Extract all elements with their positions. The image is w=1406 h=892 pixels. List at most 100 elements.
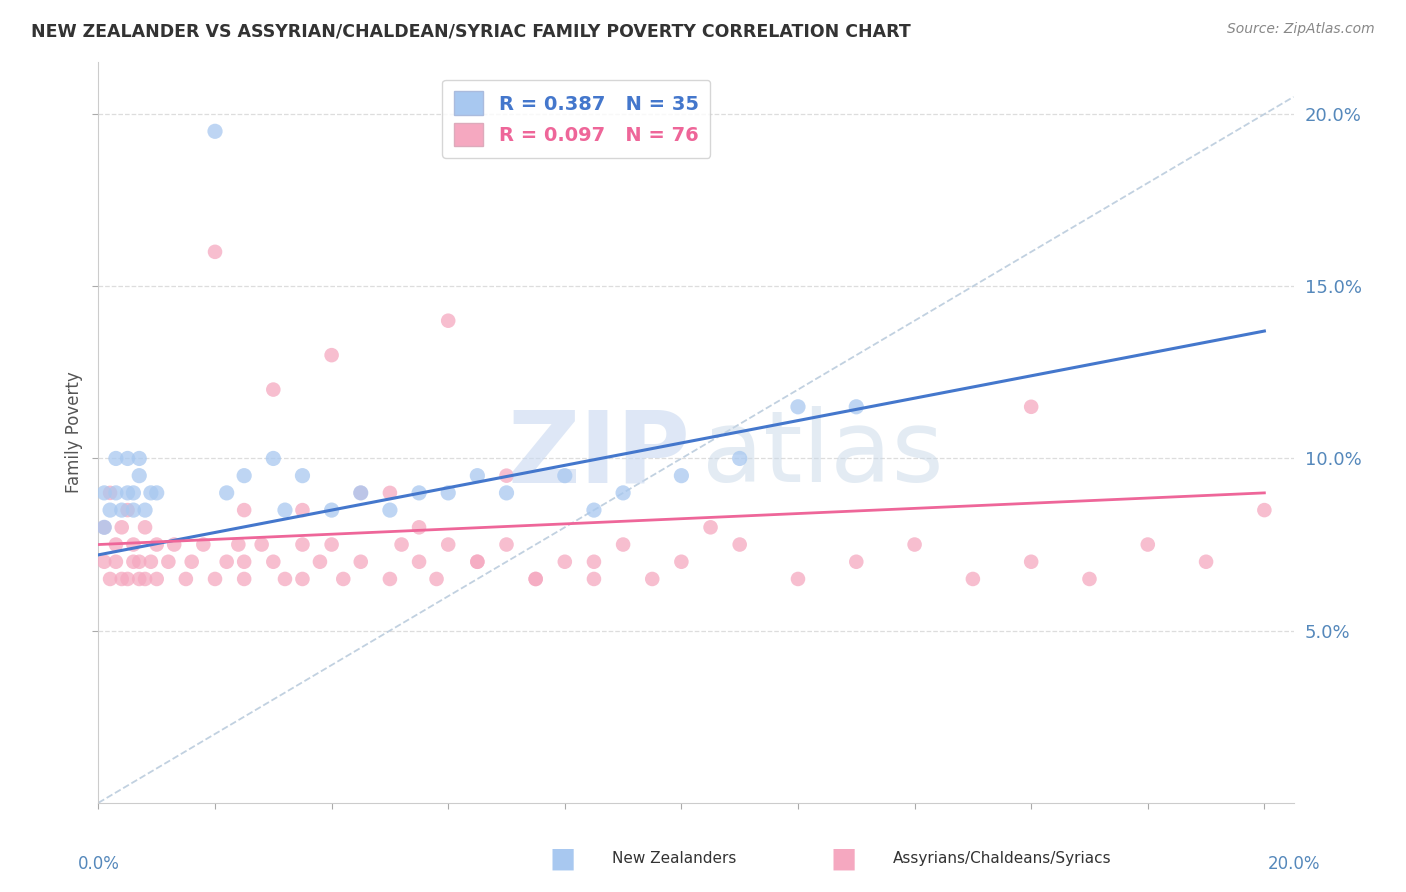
Point xyxy=(250,537,273,551)
Point xyxy=(117,572,139,586)
Point xyxy=(291,537,314,551)
Point xyxy=(128,451,150,466)
Point xyxy=(204,572,226,586)
Point xyxy=(145,537,167,551)
Point xyxy=(582,572,605,586)
Point xyxy=(117,451,139,466)
Point xyxy=(425,572,447,586)
Point xyxy=(582,555,605,569)
Point xyxy=(524,572,547,586)
Point xyxy=(98,572,121,586)
Point xyxy=(93,520,115,534)
Point xyxy=(93,486,115,500)
Point xyxy=(104,555,127,569)
Point xyxy=(134,572,156,586)
Point xyxy=(437,537,460,551)
Point xyxy=(437,486,460,500)
Point xyxy=(93,520,115,534)
Point xyxy=(728,537,751,551)
Point xyxy=(122,503,145,517)
Text: ZIP: ZIP xyxy=(508,407,690,503)
Point xyxy=(98,486,121,500)
Point xyxy=(274,572,297,586)
Point xyxy=(554,468,576,483)
Point xyxy=(787,572,810,586)
Point xyxy=(215,555,238,569)
Point xyxy=(612,537,634,551)
Point xyxy=(408,486,430,500)
Text: NEW ZEALANDER VS ASSYRIAN/CHALDEAN/SYRIAC FAMILY POVERTY CORRELATION CHART: NEW ZEALANDER VS ASSYRIAN/CHALDEAN/SYRIA… xyxy=(31,22,911,40)
Point xyxy=(332,572,354,586)
Point xyxy=(350,486,373,500)
Point xyxy=(122,555,145,569)
Point xyxy=(233,503,256,517)
Point xyxy=(1019,400,1042,414)
Point xyxy=(391,537,413,551)
Point xyxy=(321,537,343,551)
Point xyxy=(495,537,517,551)
Point xyxy=(128,555,150,569)
Point xyxy=(233,572,256,586)
Point xyxy=(193,537,215,551)
Text: 20.0%: 20.0% xyxy=(1267,855,1320,872)
Point xyxy=(117,503,139,517)
Point xyxy=(134,503,156,517)
Point xyxy=(104,486,127,500)
Point xyxy=(495,486,517,500)
Point xyxy=(204,124,226,138)
Point xyxy=(321,348,343,362)
Point xyxy=(145,572,167,586)
Text: Source: ZipAtlas.com: Source: ZipAtlas.com xyxy=(1227,22,1375,37)
Point xyxy=(582,503,605,517)
Point xyxy=(111,520,134,534)
Point xyxy=(163,537,186,551)
Point xyxy=(180,555,202,569)
Point xyxy=(903,537,925,551)
Point xyxy=(262,555,284,569)
Point xyxy=(104,537,127,551)
Point xyxy=(962,572,984,586)
Point xyxy=(437,314,460,328)
Point xyxy=(134,520,156,534)
Point xyxy=(145,486,167,500)
Point xyxy=(93,555,115,569)
Point xyxy=(350,555,373,569)
Point xyxy=(233,555,256,569)
Text: atlas: atlas xyxy=(702,407,943,503)
Text: Assyrians/Chaldeans/Syriacs: Assyrians/Chaldeans/Syriacs xyxy=(893,851,1111,865)
Point xyxy=(262,383,284,397)
Point xyxy=(845,400,868,414)
Point xyxy=(104,451,127,466)
Point xyxy=(699,520,721,534)
Point xyxy=(641,572,664,586)
Point xyxy=(111,572,134,586)
Point xyxy=(139,555,162,569)
Point xyxy=(204,244,226,259)
Point xyxy=(174,572,197,586)
Point xyxy=(495,468,517,483)
Point xyxy=(157,555,180,569)
Point xyxy=(122,486,145,500)
Point xyxy=(291,572,314,586)
Y-axis label: Family Poverty: Family Poverty xyxy=(65,372,83,493)
Point xyxy=(1136,537,1159,551)
Point xyxy=(671,468,693,483)
Point xyxy=(274,503,297,517)
Point xyxy=(128,572,150,586)
Text: New Zealanders: New Zealanders xyxy=(612,851,735,865)
Point xyxy=(111,503,134,517)
Point xyxy=(671,555,693,569)
Point xyxy=(350,486,373,500)
Point xyxy=(524,572,547,586)
Point xyxy=(262,451,284,466)
Point xyxy=(787,400,810,414)
Point xyxy=(467,468,489,483)
Point xyxy=(321,503,343,517)
Point xyxy=(291,468,314,483)
Point xyxy=(128,468,150,483)
Text: 0.0%: 0.0% xyxy=(77,855,120,872)
Point xyxy=(1195,555,1218,569)
Point xyxy=(378,503,401,517)
Point xyxy=(378,486,401,500)
Text: ■: ■ xyxy=(831,844,856,872)
